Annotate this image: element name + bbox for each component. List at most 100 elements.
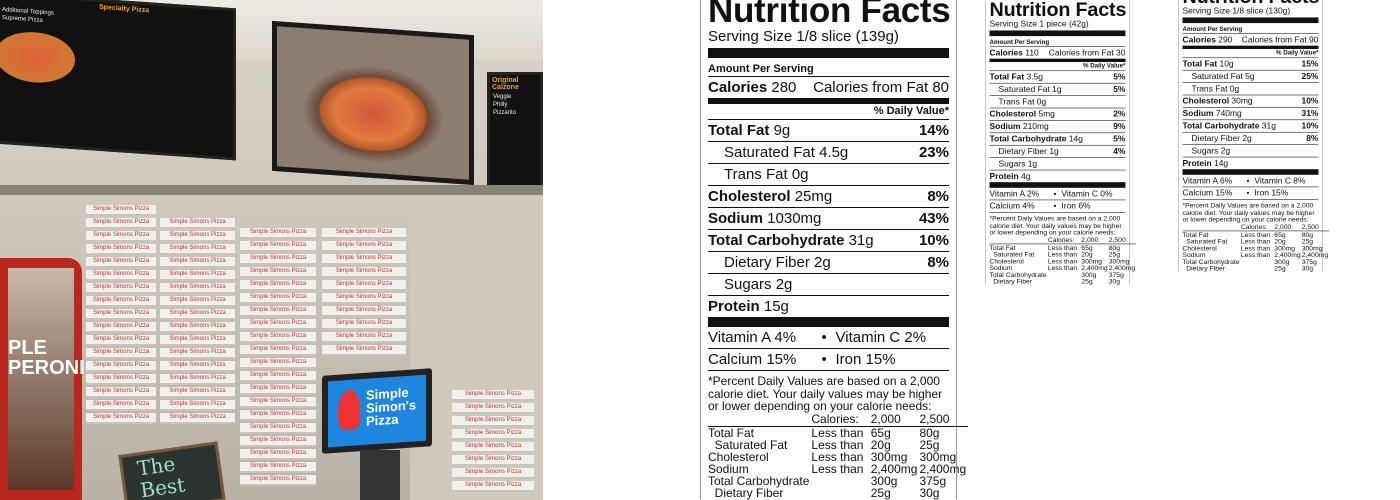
- table-cell: Saturated Fat: [1182, 237, 1228, 246]
- nutrient-row: Sodium 740mg 31%: [1182, 107, 1319, 119]
- amount-per-serving: Amount Per Serving: [1182, 25, 1319, 34]
- table-row: Sodium Less than 2,400mg 2,400mg: [1183, 251, 1330, 258]
- pizza-box: Simple Simons Pizza: [240, 293, 316, 304]
- nutrient-daily-value: 10%: [918, 232, 949, 249]
- table-cell: [811, 487, 870, 499]
- pizza-box: Simple Simons Pizza: [86, 296, 156, 307]
- calories-fat-label: Calories from Fat: [1048, 47, 1114, 58]
- vitamin-value: Vitamin A 6%: [1182, 175, 1233, 186]
- table-row: Dietary Fiber 25g 30g: [1183, 265, 1330, 272]
- pizza-box: Simple Simons Pizza: [452, 416, 534, 427]
- pizza-box: Simple Simons Pizza: [160, 283, 235, 294]
- table-cell: Less than: [1047, 256, 1078, 265]
- table-cell: Less than: [1047, 243, 1078, 252]
- nutrient-name: Cholesterol: [989, 109, 1037, 120]
- calories-fat-label: Calories from Fat: [813, 79, 929, 96]
- pizza-box: Simple Simons Pizza: [452, 429, 534, 440]
- pizza-box: Simple Simons Pizza: [240, 241, 316, 252]
- calories-fat-value: 90: [1309, 34, 1319, 45]
- table-cell: 300mg: [1301, 243, 1323, 252]
- nutrient-name: Saturated Fat: [724, 144, 815, 161]
- table-row: Total Carbohydrate 300g 375g: [990, 271, 1137, 278]
- pizza-box: Simple Simons Pizza: [322, 345, 406, 356]
- nutrient-row: Cholesterol 5mg 2%: [989, 107, 1126, 120]
- shelf: [0, 185, 543, 195]
- table-header-cell: 2,500: [1108, 236, 1137, 244]
- vitamin-row: Vitamin A 4% • Vitamin C 2%: [708, 327, 949, 349]
- table-header-cell: [1182, 223, 1241, 231]
- table-cell: Total Fat: [989, 243, 1016, 252]
- nutrient-row: Total Fat 9g 14%: [708, 119, 949, 141]
- pizza-box: Simple Simons Pizza: [160, 270, 235, 281]
- nutrient-amount: 2g: [1242, 133, 1252, 144]
- nutrient-row: Dietary Fiber 2g 8%: [1182, 131, 1319, 144]
- table-cell: [1241, 258, 1274, 265]
- pizza-box: Simple Simons Pizza: [240, 397, 316, 408]
- table-cell: 300mg: [919, 449, 957, 464]
- nutrient-name: Total Fat: [989, 72, 1025, 82]
- pos-stand: [360, 450, 400, 500]
- table-cell: 25g: [1301, 237, 1314, 246]
- table-cell: Less than: [1240, 230, 1271, 239]
- nutrient-row: Trans Fat 0g: [989, 95, 1126, 107]
- pizza-box: Simple Simons Pizza: [86, 218, 156, 229]
- pizza-box: Simple Simons Pizza: [240, 475, 316, 486]
- nutrient-name: Cholesterol: [708, 188, 791, 205]
- nutrient-row: Protein 14g: [1182, 156, 1319, 169]
- pizza-box: Simple Simons Pizza: [160, 400, 235, 411]
- nutrient-daily-value: 8%: [927, 188, 949, 205]
- table-cell: [1048, 278, 1081, 285]
- pizza-box: Simple Simons Pizza: [322, 293, 406, 304]
- table-row: Total Carbohydrate 300g 375g: [708, 475, 968, 487]
- nutrient-amount: 14g: [1214, 158, 1229, 169]
- vitamin-value: Calcium 15%: [1182, 188, 1233, 198]
- table-cell: 25g: [870, 485, 891, 500]
- table-row: Dietary Fiber 25g 30g: [990, 278, 1137, 285]
- table-header-cell: 2,500: [919, 412, 969, 427]
- table-cell: 300mg: [870, 449, 908, 464]
- serving-size: Serving Size 1 piece (42g): [989, 19, 1089, 29]
- nutrient-row: Cholesterol 30mg 10%: [1182, 94, 1319, 107]
- table-header-cell: Calories:: [811, 412, 871, 427]
- table-header-cell: [708, 412, 812, 427]
- box-stack: Simple Simons Pizza Simple Simons Pizza Si…: [452, 390, 534, 492]
- nutrient-amount: 5g: [1245, 71, 1255, 82]
- calories-row: Calories 280 Calories from Fat 80: [708, 77, 949, 104]
- table-cell: 25g: [1274, 264, 1286, 273]
- pizza-box: Simple Simons Pizza: [240, 306, 316, 317]
- pizza-box: Simple Simons Pizza: [240, 384, 316, 395]
- divider: [708, 48, 949, 58]
- nutrition-facts-label: Nutrition Facts Serving Size 1 piece (42…: [985, 0, 1137, 285]
- pizza-box: Simple Simons Pizza: [160, 322, 235, 333]
- pizza-shop-photo: Specialty Pizza Additional Toppings Supr…: [0, 0, 543, 500]
- table-cell: 65g: [1081, 243, 1093, 252]
- table-cell: Cholesterol: [1182, 243, 1217, 252]
- table-cell: 80g: [1301, 230, 1314, 239]
- divider: [1182, 169, 1319, 175]
- nutrient-name: Saturated Fat: [998, 84, 1050, 95]
- nutrient-row: Protein 4g: [989, 169, 1126, 182]
- pizza-box: Simple Simons Pizza: [240, 410, 316, 421]
- table-header-cell: Calories:: [1240, 223, 1275, 231]
- simple-simons-logo-icon: [338, 389, 360, 431]
- table-cell: Saturated Fat: [708, 437, 788, 452]
- vitamin-value: Vitamin C 8%: [1254, 175, 1306, 186]
- nutrient-amount: 1g: [1049, 146, 1059, 157]
- pizza-box: Simple Simons Pizza: [86, 413, 156, 424]
- table-cell: 80g: [1108, 243, 1121, 252]
- table-header-cell: 2,000: [870, 412, 920, 427]
- nutrient-daily-value: 10%: [1301, 96, 1319, 107]
- table-cell: Total Fat: [708, 425, 755, 440]
- table-cell: 2,400mg: [919, 461, 967, 476]
- nutrient-name: Sodium: [989, 121, 1021, 132]
- nutrient-name: Dietary Fiber: [724, 254, 810, 271]
- table-cell: 30g: [919, 485, 940, 500]
- nutrient-amount: 1030mg: [767, 210, 822, 227]
- table-cell: Less than: [811, 437, 864, 452]
- pizza-box: Simple Simons Pizza: [86, 244, 156, 255]
- vitamin-value: Iron 6%: [1061, 201, 1091, 211]
- nutrient-daily-value: 5%: [1113, 84, 1126, 95]
- menu-board-right: Original Calzone Veggie Philly Pizzarito: [487, 72, 543, 190]
- table-row: Saturated Fat Less than 20g 25g: [708, 439, 968, 451]
- calories-value: 110: [1025, 47, 1039, 58]
